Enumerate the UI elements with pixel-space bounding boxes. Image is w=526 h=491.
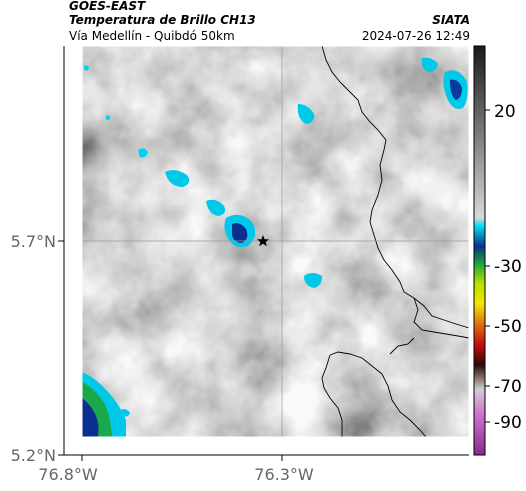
- map-frame: [81, 45, 470, 438]
- organization-label: SIATA: [432, 13, 470, 27]
- grid-lines: [82, 46, 469, 437]
- timestamp-label: 2024-07-26 12:49: [361, 29, 470, 43]
- colorbar-label-minus70: -70: [494, 377, 522, 397]
- cold-cloud-cells: [82, 57, 468, 437]
- location-label: Vía Medellín - Quibdó 50km: [69, 29, 235, 43]
- star-icon: [257, 235, 269, 247]
- product-title: GOES-EAST: [69, 0, 146, 13]
- colorbar-label-minus50: -50: [494, 317, 522, 337]
- colorbar-label-minus30: -30: [494, 257, 522, 277]
- colorbar-label-20: 20: [494, 102, 516, 122]
- colorbar-label-minus90: -90: [494, 413, 522, 433]
- axes: 5.7°N 5.2°N 76.8°W 76.3°W: [11, 46, 469, 484]
- border-lines: [321, 46, 469, 437]
- x-tick-76.8: 76.8°W: [38, 465, 98, 484]
- product-subtitle: Temperatura de Brillo CH13: [69, 13, 256, 27]
- y-tick-5.2: 5.2°N: [11, 446, 56, 465]
- y-tick-5.7: 5.7°N: [11, 232, 56, 251]
- cloud-field: [82, 46, 469, 437]
- colorbar: 20 -30 -50 -70 -90: [473, 45, 522, 456]
- x-tick-76.3: 76.3°W: [254, 465, 314, 484]
- colorbar-gradient: [473, 45, 486, 456]
